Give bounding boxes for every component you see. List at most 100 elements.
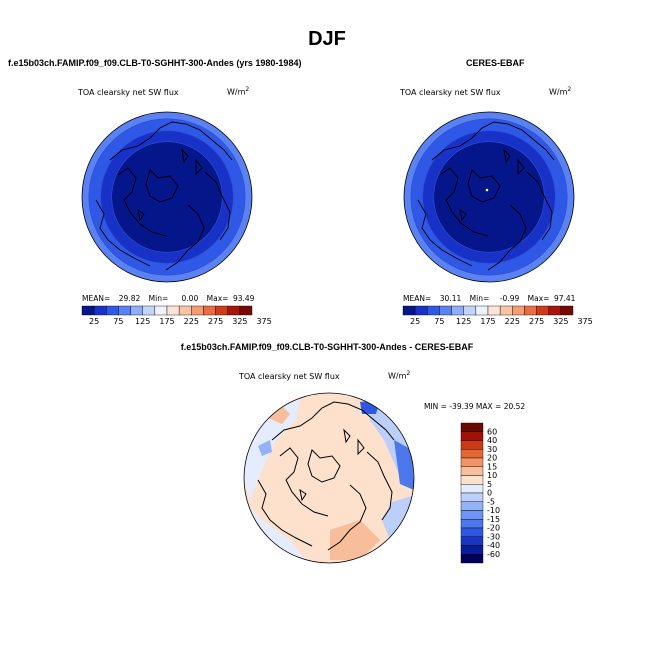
diff-variable-label: TOA clearsky net SW flux: [239, 372, 340, 381]
obs-units-label: W/m2: [549, 86, 572, 97]
obs-coastlines: [417, 121, 555, 271]
difference-map: [243, 392, 415, 564]
diff-colorbar-tick-0: 0: [487, 489, 492, 498]
colorbar-tick-275: 275: [529, 317, 544, 326]
colorbar-tick-225: 225: [184, 317, 199, 326]
diff-colorbar-tick-40: 40: [487, 436, 497, 445]
diff-colorbar-tick-20: 20: [487, 454, 497, 463]
colorbar-tick-25: 25: [89, 317, 99, 326]
colorbar-box-5: [463, 305, 477, 316]
diff-region-pos-nw: [264, 404, 290, 424]
colorbar-box-1: [93, 305, 107, 316]
colorbar-box-5: [142, 305, 156, 316]
diff-colorbar-tick--40: -40: [487, 541, 500, 550]
diff-region-pos-south: [330, 520, 380, 560]
field-ring-3: [433, 141, 545, 253]
diff-colorbar-box-3: [460, 449, 484, 459]
colorbar-box-10: [203, 305, 216, 316]
colorbar-tick-175: 175: [159, 317, 174, 326]
obs-title: CERES-EBAF: [466, 58, 525, 68]
colorbar-tick-25: 25: [410, 317, 420, 326]
colorbar-box-0: [81, 305, 95, 316]
colorbar-box-2: [427, 305, 440, 316]
colorbar-box-6: [475, 305, 489, 316]
colorbar-tick-275: 275: [208, 317, 223, 326]
contour-line-1: [100, 130, 234, 264]
diff-colorbar-tick--5: -5: [487, 497, 495, 506]
colorbar-tick-125: 125: [456, 317, 471, 326]
diff-colorbar-tick--30: -30: [487, 532, 500, 541]
colorbar-box-1: [414, 305, 428, 316]
diff-region-strong-neg-east: [394, 440, 414, 490]
diff-colorbar-box-12: [460, 527, 484, 537]
model-colorbar: 25 75 125 175 225 275 325 375: [81, 305, 272, 326]
diff-colorbar-tick-5: 5: [487, 480, 492, 489]
diff-colorbar-tick--10: -10: [487, 506, 500, 515]
colorbar-tick-75: 75: [113, 317, 123, 326]
diff-colorbar-tick-10: 10: [487, 471, 497, 480]
diff-colorbar-box-6: [460, 475, 484, 485]
colorbar-box-13: [560, 305, 574, 316]
contour-line-1: [422, 130, 556, 264]
colorbar-box-10: [524, 305, 537, 316]
colorbar-box-6: [154, 305, 168, 316]
colorbar-tick-375: 375: [256, 317, 271, 326]
obs-pole-marker: [485, 188, 489, 192]
diff-colorbar-tick-60: 60: [487, 427, 497, 436]
colorbar-tick-75: 75: [434, 317, 444, 326]
colorbar-tick-325: 325: [232, 317, 247, 326]
diff-coastlines: [257, 393, 397, 551]
colorbar-tick-225: 225: [505, 317, 520, 326]
colorbar-box-4: [130, 305, 143, 316]
diff-colorbar-tick-15: 15: [487, 462, 497, 471]
diff-colorbar-tick--15: -15: [487, 515, 500, 524]
diff-colorbar-box-9: [460, 501, 484, 511]
model-stats: MEAN= 29.82 Min= 0.00 Max= 93.49: [82, 294, 255, 303]
diff-colorbar-box-1: [460, 431, 484, 441]
diff-colorbar-box-8: [460, 492, 484, 502]
colorbar-box-8: [178, 305, 192, 316]
diff-colorbar-box-4: [460, 457, 484, 467]
diff-base-field: [244, 393, 414, 563]
diff-colorbar-tick--20: -20: [487, 524, 500, 533]
model-units-label: W/m2: [227, 86, 250, 97]
diff-colorbar-box-14: [460, 545, 484, 555]
model-variable-label: TOA clearsky net SW flux: [78, 88, 179, 97]
colorbar-tick-125: 125: [135, 317, 150, 326]
diff-region-neg-w2: [258, 440, 272, 456]
diff-colorbar-tick-30: 30: [487, 445, 497, 454]
colorbar-box-11: [536, 305, 549, 316]
model-case-title: f.e15b03ch.FAMIP.f09_f09.CLB-T0-SGHHT-30…: [8, 58, 302, 68]
colorbar-box-3: [118, 305, 131, 316]
diff-colorbar-box-15: [460, 554, 484, 564]
colorbar-tick-325: 325: [553, 317, 568, 326]
diff-colorbar-box-7: [460, 484, 484, 494]
obs-stats: MEAN= 30.11 Min= -0.99 Max= 97.41: [403, 294, 576, 303]
contour-line-0: [88, 118, 246, 276]
diff-colorbar-box-2: [460, 440, 484, 450]
diff-colorbar-box-0: [460, 422, 484, 432]
obs-colorbar: 25 75 125 175 225 275 325 375: [402, 305, 593, 326]
diff-colorbar-box-13: [460, 536, 484, 546]
diff-colorbar-tick--60: -60: [487, 550, 500, 559]
colorbar-box-0: [402, 305, 416, 316]
colorbar-box-11: [215, 305, 228, 316]
colorbar-box-2: [106, 305, 119, 316]
colorbar-box-7: [166, 305, 180, 316]
page-title: DJF: [308, 28, 346, 50]
field-ring-3: [111, 141, 223, 253]
obs-variable-label: TOA clearsky net SW flux: [400, 88, 501, 97]
diff-colorbar-box-5: [460, 466, 484, 476]
obs-map: [403, 111, 575, 283]
colorbar-box-13: [239, 305, 253, 316]
difference-title: f.e15b03ch.FAMIP.f09_f09.CLB-T0-SGHHT-30…: [180, 342, 474, 352]
model-map: [81, 111, 253, 283]
model-coastlines: [95, 121, 233, 271]
colorbar-box-7: [487, 305, 501, 316]
colorbar-box-4: [451, 305, 464, 316]
contour-line-0: [410, 118, 568, 276]
colorbar-tick-375: 375: [577, 317, 592, 326]
colorbar-tick-175: 175: [480, 317, 495, 326]
